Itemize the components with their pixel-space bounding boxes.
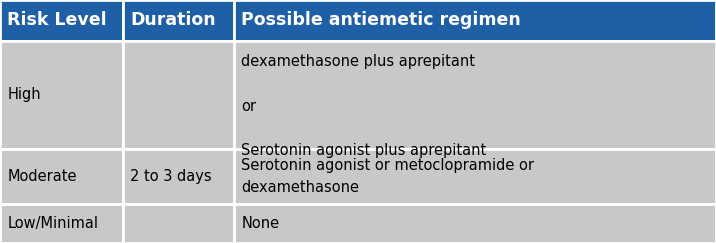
- Text: Low/Minimal: Low/Minimal: [7, 216, 98, 231]
- Text: None: None: [241, 216, 279, 231]
- Bar: [234, 204, 716, 243]
- Bar: [234, 41, 716, 149]
- Text: High: High: [7, 87, 41, 102]
- Bar: [123, 41, 234, 149]
- Bar: [0, 41, 123, 149]
- Bar: [123, 204, 234, 243]
- Text: dexamethasone plus aprepitant

or

Serotonin agonist plus aprepitant: dexamethasone plus aprepitant or Seroton…: [241, 54, 487, 158]
- Text: Possible antiemetic regimen: Possible antiemetic regimen: [241, 11, 521, 29]
- Bar: [0, 149, 123, 204]
- Text: Risk Level: Risk Level: [7, 11, 107, 29]
- Bar: [0, 0, 123, 41]
- Bar: [123, 0, 234, 41]
- Bar: [234, 0, 716, 41]
- Bar: [123, 149, 234, 204]
- Text: Duration: Duration: [130, 11, 216, 29]
- Text: Moderate: Moderate: [7, 169, 77, 184]
- Bar: [0, 204, 123, 243]
- Bar: [234, 149, 716, 204]
- Text: Serotonin agonist or metoclopramide or
dexamethasone: Serotonin agonist or metoclopramide or d…: [241, 158, 534, 195]
- Text: 2 to 3 days: 2 to 3 days: [130, 169, 212, 184]
